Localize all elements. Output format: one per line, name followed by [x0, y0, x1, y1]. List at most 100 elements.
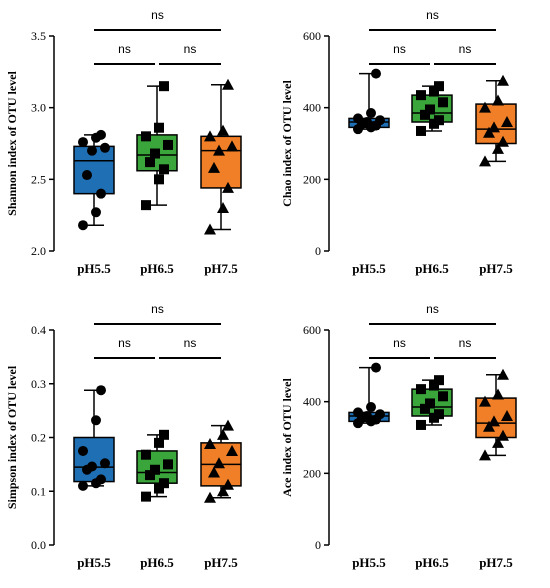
data-point [497, 74, 509, 86]
data-point [362, 411, 372, 421]
simpson-chart: Simpson index of OTU level 0.0 0.1 0.2 0.3 0.… [5, 302, 242, 570]
data-point [371, 68, 381, 79]
data-point [78, 137, 88, 148]
data-point [226, 140, 238, 152]
x-category-label: pH5.5 [77, 555, 111, 570]
data-point [222, 478, 234, 490]
y-tick-label: 0.0 [31, 538, 46, 552]
y-tick-label: 3.5 [31, 29, 46, 43]
x-category-label: pH5.5 [352, 261, 386, 276]
x-category-label: pH5.5 [352, 555, 386, 570]
data-point [366, 402, 376, 413]
data-point [501, 116, 513, 127]
data-point [353, 113, 363, 124]
data-point [96, 188, 106, 199]
y-tick-label: 200 [303, 172, 321, 186]
box-group-pH7-5 [200, 78, 242, 235]
data-point [217, 485, 229, 497]
data-point [82, 170, 92, 181]
data-point [159, 429, 169, 440]
data-point [141, 491, 151, 502]
data-point [371, 362, 381, 373]
significance-label: ns [151, 8, 164, 22]
data-point [375, 115, 385, 126]
box-iqr [73, 436, 115, 483]
significance-label: ns [151, 302, 164, 316]
data-point [100, 142, 110, 153]
data-point [96, 385, 106, 396]
data-point [492, 94, 504, 106]
data-point [416, 384, 426, 395]
data-point [204, 491, 216, 503]
y-tick-label: 3.0 [31, 101, 46, 115]
y-tick-label: 0.2 [31, 431, 46, 445]
data-point [366, 108, 376, 119]
data-point [420, 403, 430, 414]
data-point [154, 483, 164, 494]
data-point [353, 407, 363, 418]
data-point [159, 81, 169, 92]
data-point [145, 157, 155, 168]
data-point [362, 117, 372, 127]
significance-label: ns [118, 42, 131, 56]
y-axis-label: Shannon index of OTU level [5, 70, 19, 215]
data-point [91, 415, 101, 426]
y-axis-label: Simpson index of OTU level [5, 365, 19, 509]
data-point [91, 207, 101, 218]
x-category-label: pH6.5 [415, 261, 449, 276]
data-point [222, 181, 234, 193]
data-point [226, 444, 238, 456]
data-point [217, 428, 229, 440]
y-tick-label: 0 [315, 538, 321, 552]
data-point [96, 474, 106, 485]
shannon-chart: Shannon index of OTU level 2.0 2.5 3.0 3.5 pH… [5, 8, 242, 276]
data-point [96, 129, 106, 140]
x-category-label: pH7.5 [204, 555, 238, 570]
x-category-label: pH7.5 [479, 261, 513, 276]
data-point [213, 144, 225, 156]
data-point [208, 466, 220, 478]
significance-label: ns [393, 42, 406, 56]
data-point [434, 81, 444, 92]
box-group-pH6-5 [411, 81, 453, 136]
y-tick-label: 2.5 [31, 172, 46, 186]
x-category-label: pH6.5 [140, 555, 174, 570]
significance-label: ns [184, 42, 197, 56]
y-tick-label: 0 [315, 244, 321, 258]
data-point [434, 409, 444, 420]
significance-label: ns [426, 8, 439, 22]
y-axis-label: Chao index of OTU level [280, 80, 294, 207]
data-point [416, 125, 426, 136]
x-category-label: pH6.5 [140, 261, 174, 276]
data-point [497, 429, 509, 441]
data-point [479, 395, 491, 407]
data-point [429, 86, 439, 97]
x-category-label: pH5.5 [77, 261, 111, 276]
data-point [425, 104, 435, 115]
y-axis-label: Ace index of OTU level [280, 378, 294, 497]
data-point [222, 419, 234, 431]
x-category-label: pH7.5 [479, 555, 513, 570]
data-point [429, 380, 439, 391]
box-group-pH7-5 [200, 419, 242, 503]
y-tick-label: 0.1 [31, 484, 46, 498]
data-point [416, 419, 426, 430]
data-point [204, 437, 216, 449]
data-point [87, 145, 97, 156]
data-point [492, 388, 504, 400]
significance-label: ns [426, 302, 439, 316]
data-point [154, 122, 164, 133]
data-point [501, 410, 513, 421]
data-point [488, 415, 500, 427]
data-point [434, 375, 444, 386]
data-point [479, 101, 491, 113]
y-tick-label: 200 [303, 466, 321, 480]
box-group-pH7-5 [475, 74, 517, 167]
x-category-label: pH7.5 [204, 261, 238, 276]
y-tick-label: 600 [303, 323, 321, 337]
data-point [497, 135, 509, 147]
data-point [145, 470, 155, 481]
y-tick-label: 0.4 [31, 323, 46, 337]
y-tick-label: 2.0 [31, 244, 46, 258]
data-point [479, 449, 491, 461]
